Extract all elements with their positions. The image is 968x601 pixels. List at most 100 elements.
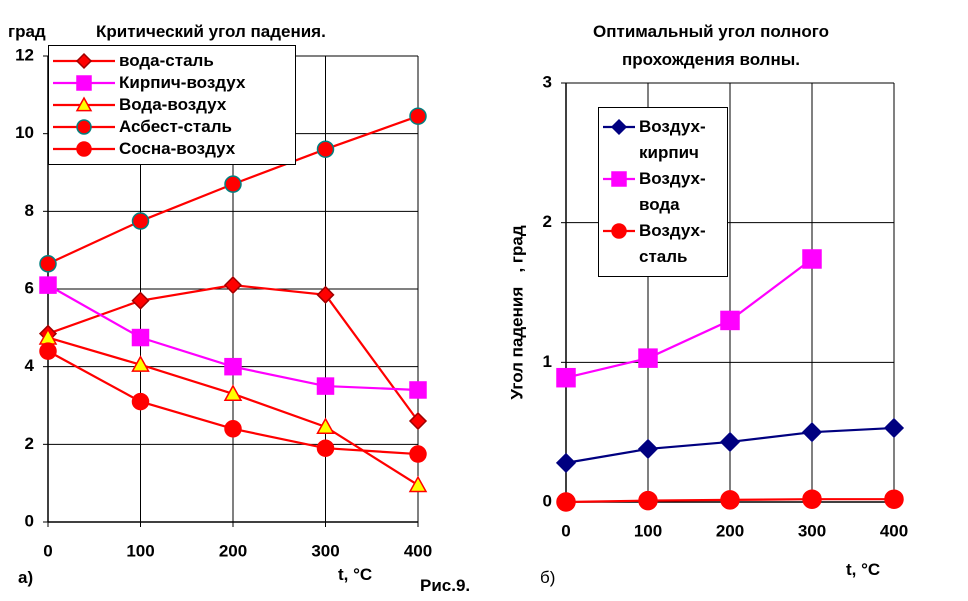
marker — [223, 384, 243, 401]
marker — [224, 175, 242, 193]
marker — [224, 420, 242, 438]
legend: вода-сталь Кирпич-воздух Вода-воздух Асбест… — [48, 45, 296, 165]
marker — [75, 96, 93, 112]
marker — [131, 328, 150, 347]
series-line — [565, 258, 813, 379]
legend-label: Сосна-воздух — [119, 139, 236, 158]
marker — [76, 75, 92, 91]
x-tick-label: 0 — [43, 541, 52, 560]
legend-entry: Воздух-вода — [599, 166, 727, 218]
legend-label: Воздух-вода — [639, 169, 706, 214]
legend-entry: Воздух-сталь — [599, 218, 727, 270]
marker — [316, 377, 335, 395]
marker — [801, 422, 823, 443]
x-tick-label: 300 — [798, 521, 826, 540]
marker — [802, 489, 822, 509]
legend-swatch — [53, 52, 115, 70]
marker — [131, 355, 150, 372]
x-tick-label: 400 — [404, 541, 432, 560]
marker — [408, 475, 428, 493]
marker — [316, 140, 335, 158]
panel-label: б) — [540, 568, 556, 587]
marker — [719, 431, 741, 453]
y-tick-label: 2 — [543, 212, 552, 231]
marker — [408, 411, 428, 431]
legend-label: Вода-воздух — [119, 95, 227, 114]
marker — [556, 492, 576, 512]
marker — [409, 445, 427, 463]
x-axis-label: t, °C — [338, 565, 373, 584]
y-tick-label: 4 — [25, 356, 35, 375]
legend-entry: Сосна-воздух — [49, 138, 295, 160]
y-axis-label: Угол падения , град — [507, 225, 526, 399]
marker — [802, 249, 822, 269]
legend-label: Асбест-сталь — [119, 117, 232, 136]
legend-entry: Вода-воздух — [49, 94, 295, 116]
marker — [884, 489, 904, 509]
marker — [75, 52, 93, 70]
y-axis-label: град — [8, 22, 46, 41]
x-tick-label: 300 — [311, 541, 339, 560]
marker — [223, 276, 243, 295]
marker — [131, 291, 150, 310]
y-tick-label: 10 — [15, 123, 34, 142]
marker — [638, 348, 658, 368]
marker — [556, 367, 576, 388]
x-tick-label: 100 — [126, 541, 154, 560]
y-tick-label: 12 — [15, 45, 34, 64]
y-tick-label: 3 — [543, 72, 552, 91]
legend-swatch — [603, 223, 635, 239]
marker — [76, 141, 92, 157]
marker — [409, 107, 427, 125]
legend-swatch — [53, 141, 115, 157]
chart-title: Критический угол падения. — [96, 22, 326, 41]
x-axis-label: t, °C — [846, 560, 881, 579]
marker — [637, 438, 659, 459]
legend-label: Воздух-сталь — [639, 221, 706, 266]
legend-label: Кирпич-воздух — [119, 73, 246, 92]
legend-entry: Асбест-сталь — [49, 116, 295, 138]
y-tick-label: 1 — [543, 352, 552, 371]
legend-entry: Кирпич-воздух — [49, 72, 295, 94]
y-tick-label: 8 — [25, 201, 34, 220]
marker — [39, 255, 57, 273]
legend-label: вода-сталь — [119, 51, 214, 70]
x-tick-label: 100 — [634, 521, 662, 540]
legend-swatch — [603, 171, 635, 187]
legend-swatch — [53, 119, 115, 135]
marker — [316, 285, 335, 304]
marker — [610, 118, 628, 136]
marker — [316, 439, 335, 457]
marker — [611, 223, 627, 239]
y-tick-label: 0 — [25, 511, 34, 530]
marker — [131, 212, 150, 230]
legend-swatch — [53, 75, 115, 91]
marker — [555, 452, 577, 473]
marker — [720, 490, 740, 510]
marker — [39, 342, 57, 360]
legend-swatch — [53, 96, 115, 112]
marker — [409, 381, 427, 399]
marker — [638, 490, 658, 511]
x-tick-label: 200 — [716, 521, 744, 540]
marker — [611, 171, 627, 187]
chart-title: Оптимальный угол полного прохождения вол… — [593, 22, 829, 69]
legend-swatch — [603, 118, 635, 136]
marker — [76, 119, 92, 135]
y-tick-label: 6 — [25, 278, 34, 297]
legend-label: Воздух-кирпич — [639, 117, 706, 162]
legend-entry: Воздух-кирпич — [599, 114, 727, 166]
x-tick-label: 0 — [561, 521, 570, 540]
x-tick-label: 200 — [219, 541, 247, 560]
marker — [883, 417, 905, 439]
y-tick-label: 0 — [543, 491, 552, 510]
x-tick-label: 400 — [880, 521, 908, 540]
panel-label: а) — [18, 568, 34, 587]
legend-entry: вода-сталь — [49, 50, 295, 72]
y-tick-label: 2 — [25, 434, 34, 453]
marker — [131, 392, 150, 411]
marker — [316, 417, 335, 435]
legend: Воздух-кирпич Воздух-вода Воздух-сталь — [598, 107, 728, 277]
marker — [720, 310, 740, 331]
